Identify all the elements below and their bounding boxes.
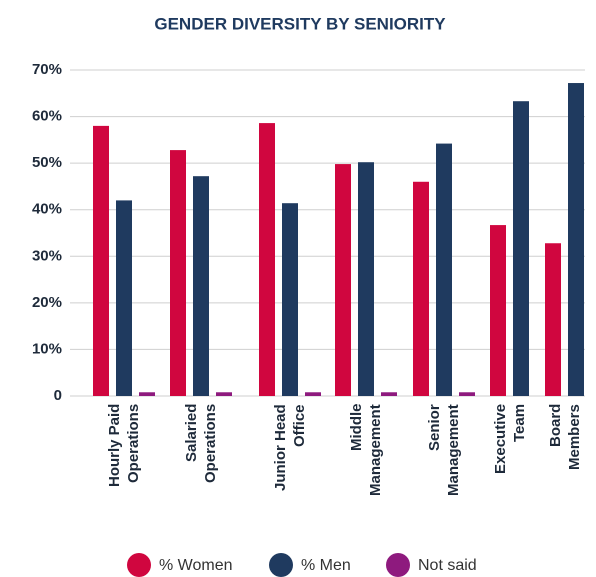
bar xyxy=(139,392,155,396)
legend-label: % Women xyxy=(159,557,233,574)
bar xyxy=(170,150,186,396)
bar xyxy=(381,392,397,396)
bar xyxy=(545,243,561,396)
x-tick-label: Board Members xyxy=(546,404,583,470)
x-tick-label: Salaried Operations xyxy=(183,404,219,484)
y-tick-label: 10% xyxy=(32,340,62,357)
bar xyxy=(93,125,109,396)
x-tick-label: Middle Management xyxy=(348,404,384,496)
bar xyxy=(216,392,232,396)
y-tick-label: 70% xyxy=(32,61,62,78)
bar xyxy=(568,83,584,396)
bar xyxy=(413,181,429,396)
y-tick-label: 60% xyxy=(32,108,62,125)
bar xyxy=(490,225,506,396)
bar xyxy=(259,123,275,396)
legend-label: Not said xyxy=(418,557,477,574)
bar xyxy=(193,176,209,396)
y-tick-label: 50% xyxy=(32,154,62,171)
bar xyxy=(513,101,529,397)
legend-label: % Men xyxy=(301,557,351,574)
x-tick-label: Hourly Paid Operations xyxy=(106,404,142,488)
x-tick-label: Junior Head Office xyxy=(272,404,308,491)
y-tick-label: 0 xyxy=(54,387,62,404)
bar xyxy=(305,392,321,396)
bar xyxy=(358,162,374,396)
bar xyxy=(116,200,132,396)
bar xyxy=(335,164,351,396)
y-tick-label: 30% xyxy=(32,247,62,264)
y-tick-label: 20% xyxy=(32,294,62,311)
legend-swatch xyxy=(269,553,293,577)
bar xyxy=(459,392,475,396)
chart-title: GENDER DIVERSITY BY SENIORITY xyxy=(154,14,446,33)
bar xyxy=(282,203,298,396)
legend-swatch xyxy=(127,553,151,577)
y-tick-label: 40% xyxy=(32,201,62,218)
x-tick-label: Senior Management xyxy=(426,404,462,496)
bar xyxy=(436,143,452,396)
x-tick-label: Executive Team xyxy=(491,404,528,475)
legend-swatch xyxy=(386,553,410,577)
